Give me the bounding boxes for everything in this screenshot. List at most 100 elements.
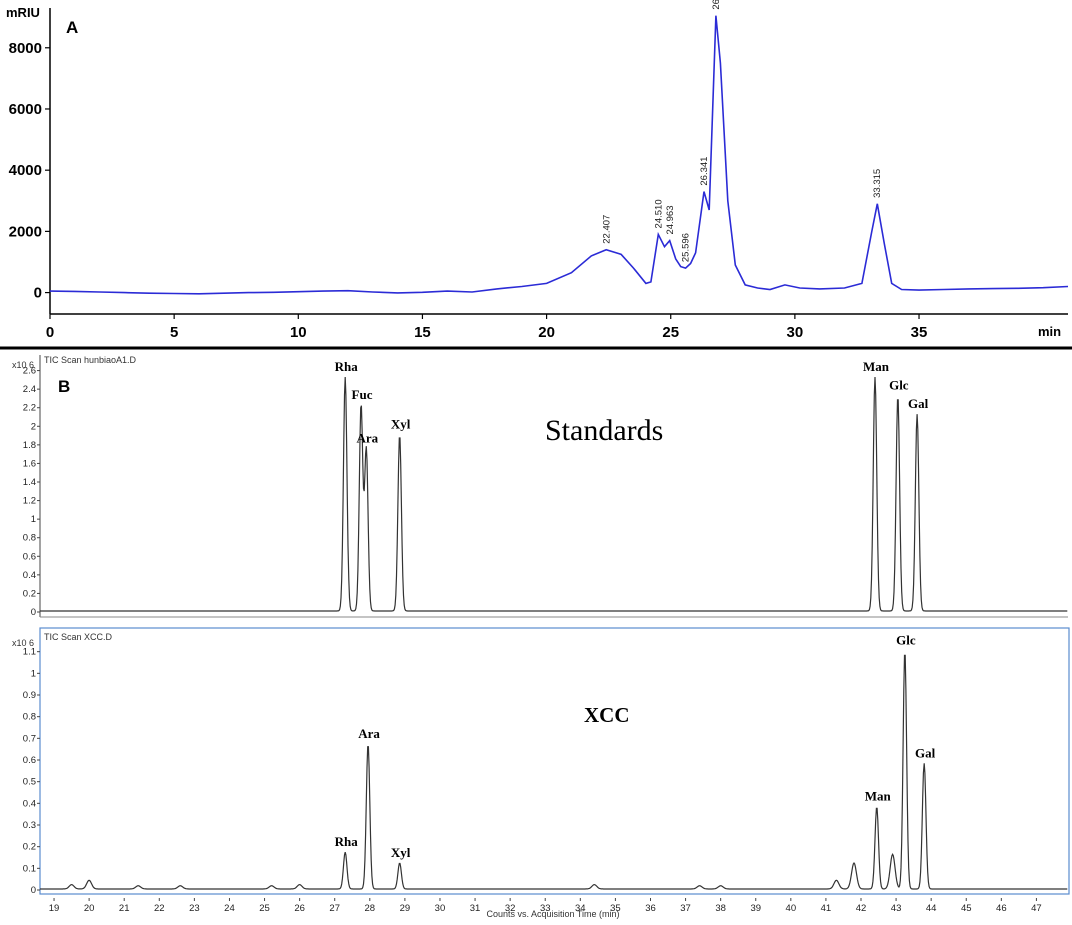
panel-b-letter: B — [58, 377, 70, 396]
xcc-x-tick-label: 43 — [891, 903, 902, 914]
standards-peak-label: Ara — [356, 431, 378, 446]
xcc-x-tick-label: 26 — [294, 903, 305, 914]
panel-a-x-tick-label: 35 — [911, 324, 928, 341]
xcc-y-tick-label: 0.8 — [23, 712, 36, 723]
panel-b-gcms: B x10 6 TIC Scan hunbiaoA1.D 0 0.2 0.4 0.6 0… — [12, 355, 1070, 919]
standards-y-tick-label: 0.6 — [23, 551, 36, 562]
standards-y-tick-label: 1 — [31, 514, 36, 525]
xcc-peak-label: Glc — [896, 633, 916, 648]
xcc-y-tick-label: 1 — [31, 668, 36, 679]
panel-a-x-tick-label: 10 — [290, 324, 307, 341]
panel-a-x-unit: min — [1038, 324, 1061, 339]
panel-a-peak-label: 24.963 — [665, 205, 676, 234]
panel-a-x-tick-label: 30 — [787, 324, 804, 341]
panel-a-x-tick-label: 25 — [662, 324, 679, 341]
xcc-x-tick-label: 38 — [715, 903, 726, 914]
xcc-x-tick-label: 28 — [365, 903, 376, 914]
xcc-peak-label: Man — [865, 789, 892, 804]
panel-a-letter: A — [66, 18, 78, 37]
panel-a-y-tick-label: 4000 — [9, 162, 42, 179]
panel-a-x-tick-label: 15 — [414, 324, 431, 341]
xcc-y-tick-label: 0.4 — [23, 798, 36, 809]
panel-a-x-tick-label: 20 — [538, 324, 555, 341]
xcc-x-tick-label: 25 — [259, 903, 270, 914]
panel-a-peak-label: 26.341 — [699, 157, 710, 186]
xcc-peak-label: Gal — [915, 745, 936, 760]
xcc-y-tick-label: 0.3 — [23, 820, 36, 831]
panel-a-peak-label: 24.510 — [654, 199, 665, 228]
standards-peak-label: Glc — [889, 378, 909, 393]
standards-peak-label: Man — [863, 359, 890, 374]
standards-y-tick-label: 1.4 — [23, 477, 36, 488]
standards-y-tick-label: 1.2 — [23, 496, 36, 507]
xcc-peak-label: Xyl — [391, 845, 411, 860]
xcc-x-tick-label: 29 — [400, 903, 411, 914]
panel-a-peak-label: 33.315 — [872, 169, 883, 198]
standards-peak-label: Xyl — [391, 417, 411, 432]
xcc-y-tick-label: 1.1 — [23, 647, 36, 658]
standards-y-tick-label: 2 — [31, 421, 36, 432]
xcc-plot-frame — [39, 627, 1070, 895]
xcc-x-tick-label: 24 — [224, 903, 235, 914]
xcc-y-tick-label: 0.6 — [23, 755, 36, 766]
xcc-x-tick-label: 40 — [786, 903, 797, 914]
standards-y-unit: x10 6 — [12, 360, 34, 370]
xcc-x-tick-label: 37 — [680, 903, 691, 914]
standards-y-tick-label: 2.4 — [23, 384, 36, 395]
xcc-y-tick-label: 0.5 — [23, 777, 36, 788]
panel-a-peak-label: 22.407 — [601, 215, 612, 244]
standards-scan-label: TIC Scan hunbiaoA1.D — [44, 355, 137, 365]
xcc-x-tick-label: 27 — [329, 903, 340, 914]
xcc-y-unit: x10 6 — [12, 638, 34, 648]
xcc-peak-label: Rha — [335, 834, 359, 849]
standards-y-tick-label: 2.6 — [23, 366, 36, 377]
xcc-x-tick-label: 33 — [540, 903, 551, 914]
xcc-x-tick-label: 34 — [575, 903, 586, 914]
xcc-x-tick-label: 47 — [1031, 903, 1042, 914]
xcc-y-tick-label: 0.2 — [23, 842, 36, 853]
panel-a-x-tick-label: 0 — [46, 324, 54, 341]
xcc-x-tick-label: 39 — [750, 903, 761, 914]
xcc-x-tick-label: 30 — [435, 903, 446, 914]
standards-peak-label: Fuc — [352, 387, 373, 402]
standards-title: Standards — [545, 414, 663, 447]
xcc-x-tick-label: 46 — [996, 903, 1007, 914]
panel-a-peak-label: 25.596 — [681, 233, 692, 262]
standards-peak-label: Rha — [335, 359, 359, 374]
standards-y-tick-label: 0.4 — [23, 570, 36, 581]
xcc-y-tick-label: 0.7 — [23, 733, 36, 744]
standards-series-line — [40, 376, 1068, 612]
standards-y-tick-label: 2.2 — [23, 403, 36, 414]
panel-a-series-line — [49, 15, 1069, 295]
panel-a-peak-label: 26.822 — [711, 0, 722, 10]
xcc-y-tick-label: 0.1 — [23, 863, 36, 874]
panel-a-y-unit: mRIU — [6, 5, 40, 20]
xcc-x-tick-label: 35 — [610, 903, 621, 914]
standards-y-tick-label: 1.8 — [23, 440, 36, 451]
xcc-x-tick-label: 20 — [84, 903, 95, 914]
standards-y-tick-label: 1.6 — [23, 458, 36, 469]
standards-chromatogram: x10 6 TIC Scan hunbiaoA1.D 0 0.2 0.4 0.6 0.8… — [12, 355, 1068, 618]
xcc-x-tick-label: 21 — [119, 903, 130, 914]
standards-y-tick-label: 0.8 — [23, 533, 36, 544]
standards-peak-label: Gal — [908, 396, 929, 411]
xcc-x-axis-label: Counts vs. Acquisition Time (min) — [486, 909, 619, 919]
xcc-x-tick-label: 23 — [189, 903, 200, 914]
xcc-title: XCC — [584, 703, 630, 727]
panel-a-y-tick-label: 2000 — [9, 223, 42, 240]
xcc-x-tick-label: 19 — [49, 903, 60, 914]
xcc-series-line — [40, 654, 1068, 890]
standards-y-tick-label: 0.2 — [23, 588, 36, 599]
panel-a-chromatogram: A mRIU min 0 5 10 15 20 25 30 35 0 2000 4000 6000 80… — [6, 0, 1069, 341]
xcc-x-tick-label: 44 — [926, 903, 937, 914]
xcc-x-tick-label: 42 — [856, 903, 867, 914]
panel-a-y-tick-label: 8000 — [9, 40, 42, 57]
xcc-x-tick-label: 45 — [961, 903, 972, 914]
xcc-x-tick-label: 32 — [505, 903, 516, 914]
xcc-x-tick-label: 36 — [645, 903, 656, 914]
xcc-x-tick-label: 41 — [821, 903, 832, 914]
xcc-y-tick-label: 0 — [31, 885, 36, 896]
panel-a-y-tick-label: 6000 — [9, 101, 42, 118]
xcc-peak-label: Ara — [358, 726, 380, 741]
